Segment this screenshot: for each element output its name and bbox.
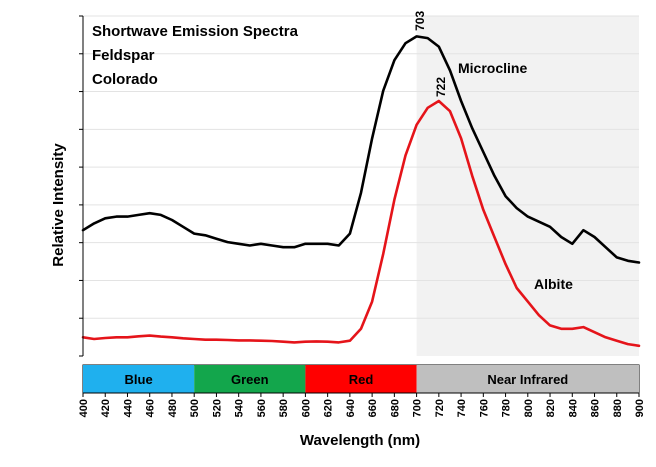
x-tick-label: 640 — [345, 399, 357, 417]
x-tick-label: 500 — [189, 399, 201, 417]
band-label: Red — [349, 372, 374, 387]
series-line-albite — [81, 99, 641, 348]
chart-title-line-3: Colorado — [92, 71, 158, 88]
x-tick-label: 520 — [211, 399, 223, 417]
band-label: Blue — [125, 372, 153, 387]
x-tick-label: 680 — [389, 399, 401, 417]
x-tick-label: 900 — [634, 399, 646, 417]
x-tick-label: 860 — [590, 399, 602, 417]
x-tick-label: 420 — [100, 399, 112, 417]
x-tick-label: 840 — [567, 399, 579, 417]
peak-label-albite: 722 — [434, 77, 448, 97]
x-tick-label: 600 — [300, 399, 312, 417]
band-green — [194, 365, 306, 393]
color-bands: Blue Green Red Near Infrared — [82, 364, 640, 394]
x-tick-label: 760 — [478, 399, 490, 417]
x-tick-label: 580 — [278, 399, 290, 417]
x-tick-label: 660 — [367, 399, 379, 417]
x-tick-label: 440 — [123, 399, 135, 417]
x-tick-label: 460 — [145, 399, 157, 417]
chart-title-line-1: Shortwave Emission Spectra — [92, 23, 299, 40]
x-tick-label: 800 — [523, 399, 535, 417]
near-infrared-shaded-region — [416, 16, 639, 356]
x-tick-label: 560 — [256, 399, 268, 417]
series-layer: 703 722 — [81, 11, 641, 348]
chart-title-line-2: Feldspar — [92, 47, 155, 64]
x-axis-ticks — [82, 392, 640, 397]
series-line-microcline — [81, 35, 641, 264]
x-tick-label: 540 — [234, 399, 246, 417]
band-blue — [83, 365, 195, 393]
y-gridlines — [83, 15, 639, 319]
band-label: Green — [231, 372, 269, 387]
band-near-infrared — [416, 365, 639, 393]
peak-label-microcline: 703 — [413, 11, 427, 31]
band-red — [305, 365, 417, 393]
series-label-microcline: Microcline — [458, 60, 527, 76]
x-tick-label: 820 — [545, 399, 557, 417]
x-tick-label: 620 — [323, 399, 335, 417]
x-tick-label: 880 — [612, 399, 624, 417]
x-tick-label: 400 — [78, 399, 90, 417]
x-tick-label: 740 — [456, 399, 468, 417]
y-axis-title: Relative Intensity — [50, 143, 67, 267]
x-tick-label: 480 — [167, 399, 179, 417]
y-axis-ticks — [79, 15, 83, 357]
x-tick-label: 780 — [501, 399, 513, 417]
x-tick-label: 700 — [412, 399, 424, 417]
x-tick-label: 720 — [434, 399, 446, 417]
band-label: Near Infrared — [487, 372, 568, 387]
x-axis-title: Wavelength (nm) — [300, 432, 420, 449]
x-tick-labels: 400 420 440 460 480 500 520 540 560 580 600 620 640 6… — [78, 399, 646, 417]
series-label-albite: Albite — [534, 276, 573, 292]
